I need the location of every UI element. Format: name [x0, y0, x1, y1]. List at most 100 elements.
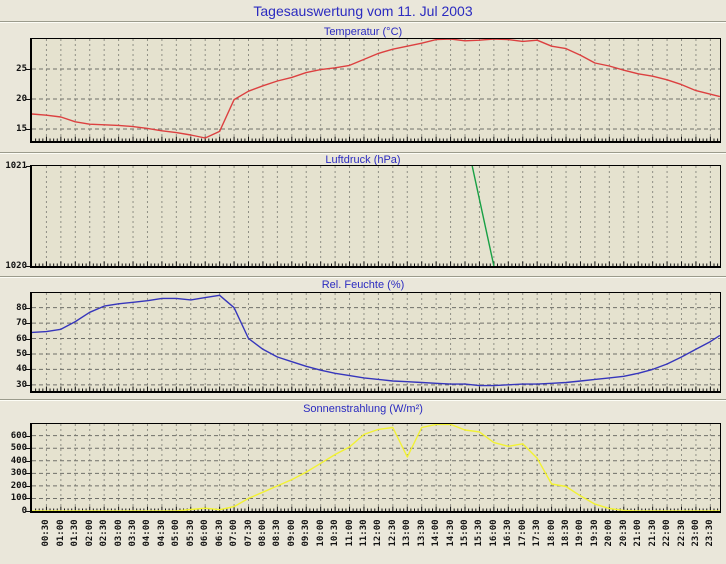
x-axis-label: 13:00 — [402, 519, 413, 547]
x-axis-label: 02:00 — [84, 519, 95, 547]
x-axis-label: 17:30 — [532, 519, 543, 547]
x-axis-label: 05:30 — [185, 519, 196, 547]
y-axis-label-solar: 600 — [10, 430, 27, 441]
y-axis-label-temperature: 15 — [16, 124, 27, 134]
pressure-line — [471, 166, 495, 266]
x-axis-label: 12:30 — [387, 519, 398, 547]
x-axis-label: 07:00 — [229, 519, 240, 547]
y-axis-tick — [26, 353, 30, 355]
page-title: Tagesauswertung vom 11. Jul 2003 — [253, 3, 473, 19]
x-axis-label: 16:30 — [503, 519, 514, 547]
x-axis-label: 03:30 — [128, 519, 139, 547]
y-axis-label-humidity: 70 — [16, 318, 27, 329]
x-axis-label: 13:30 — [416, 519, 427, 547]
pressure-chart — [35, 166, 719, 266]
y-axis-tick — [26, 69, 30, 70]
y-axis-label-solar: 100 — [10, 493, 27, 504]
x-axis-label: 18:30 — [561, 519, 572, 547]
x-axis-label: 21:00 — [633, 519, 644, 547]
x-axis-label: 08:00 — [257, 519, 268, 547]
x-axis-label: 15:00 — [460, 519, 470, 547]
chart-title-humidity: Rel. Feuchte (%) — [321, 279, 405, 291]
x-axis-label: 20:30 — [618, 519, 629, 547]
x-axis-label: 03:00 — [113, 519, 124, 547]
x-axis-label: 01:00 — [55, 519, 66, 547]
x-axis-label: 12:00 — [373, 519, 384, 547]
x-axis-label: 15:30 — [474, 519, 485, 547]
x-axis-label: 11:00 — [344, 519, 355, 547]
y-axis-tick — [26, 323, 30, 325]
solar-chart — [32, 424, 720, 511]
y-axis-tick — [26, 435, 30, 437]
y-axis-label-humidity: 50 — [16, 348, 27, 359]
x-axis-label: 17:00 — [517, 519, 528, 547]
y-axis-tick — [26, 99, 30, 100]
x-axis-label: 19:30 — [589, 519, 600, 547]
divider — [0, 21, 726, 23]
y-axis-tick — [26, 448, 30, 450]
x-axis-label: 05:00 — [171, 519, 182, 547]
chart-title-pressure: Luftdruck (hPa) — [325, 154, 401, 166]
x-axis-label: 01:30 — [70, 519, 81, 547]
y-axis-tick — [26, 511, 30, 512]
y-axis-tick — [26, 369, 30, 371]
y-axis-tick — [26, 307, 30, 309]
x-axis-label: 00:30 — [41, 519, 52, 547]
x-axis-label: 23:30 — [705, 519, 716, 547]
humidity-plot-area — [30, 292, 721, 393]
y-axis-tick — [26, 460, 30, 462]
x-axis-label: 06:30 — [214, 519, 225, 547]
divider — [0, 399, 726, 401]
x-axis-label: 11:30 — [358, 519, 369, 547]
y-axis-label-solar: 400 — [10, 455, 27, 466]
x-axis-label: 22:30 — [676, 519, 687, 547]
x-axis-label: 14:00 — [431, 519, 442, 547]
x-axis-label: 10:00 — [315, 519, 326, 547]
y-axis-tick — [26, 338, 30, 340]
chart-title-solar: Sonnenstrahlung (W/m²) — [303, 403, 423, 415]
pressure-plot-area — [30, 165, 721, 268]
x-axis-label: 09:00 — [286, 519, 297, 547]
y-axis-label-humidity: 30 — [16, 379, 27, 390]
y-axis-label-pressure: 1021 — [5, 161, 27, 171]
y-axis-tick — [26, 166, 30, 167]
y-axis-tick — [26, 384, 30, 386]
x-axis-label: 10:30 — [330, 519, 341, 547]
x-axis-label: 08:30 — [272, 519, 283, 547]
temperature-plot-area — [30, 38, 721, 143]
y-axis-tick — [26, 129, 30, 130]
x-axis-label: 07:30 — [243, 519, 254, 547]
x-axis-label: 21:30 — [647, 519, 658, 547]
y-axis-label-pressure: 1020 — [5, 261, 27, 271]
y-axis-label-solar: 500 — [10, 443, 27, 454]
divider — [0, 276, 726, 278]
x-axis-label: 09:30 — [301, 519, 312, 547]
x-axis-label: 06:00 — [200, 519, 211, 547]
y-axis-label-solar: 200 — [10, 480, 27, 491]
x-axis-label: 02:30 — [99, 519, 110, 547]
y-axis-label-solar: 300 — [10, 468, 27, 479]
humidity-line — [32, 294, 720, 387]
divider — [0, 152, 726, 154]
x-axis-label: 22:00 — [662, 519, 673, 547]
y-axis-label-temperature: 25 — [16, 64, 27, 74]
temperature-chart — [32, 39, 720, 141]
y-axis-tick — [26, 498, 30, 500]
y-axis-label-humidity: 80 — [16, 302, 27, 313]
humidity-chart — [32, 293, 720, 391]
x-axis-label: 16:00 — [488, 519, 499, 547]
y-axis-label-humidity: 40 — [16, 364, 27, 375]
x-axis-label: 20:00 — [604, 519, 615, 547]
temperature-line — [32, 39, 720, 139]
x-axis-label: 23:00 — [690, 519, 701, 547]
y-axis-label-solar: 0 — [21, 506, 27, 516]
x-axis-label: 04:00 — [142, 519, 153, 547]
x-axis-label: 14:30 — [445, 519, 456, 547]
x-axis-label: 04:30 — [156, 519, 167, 547]
x-axis-label: 18:00 — [546, 519, 557, 547]
solar-line — [32, 424, 720, 511]
y-axis-label-temperature: 20 — [16, 94, 27, 104]
y-axis-tick — [26, 266, 30, 267]
y-axis-tick — [26, 485, 30, 487]
